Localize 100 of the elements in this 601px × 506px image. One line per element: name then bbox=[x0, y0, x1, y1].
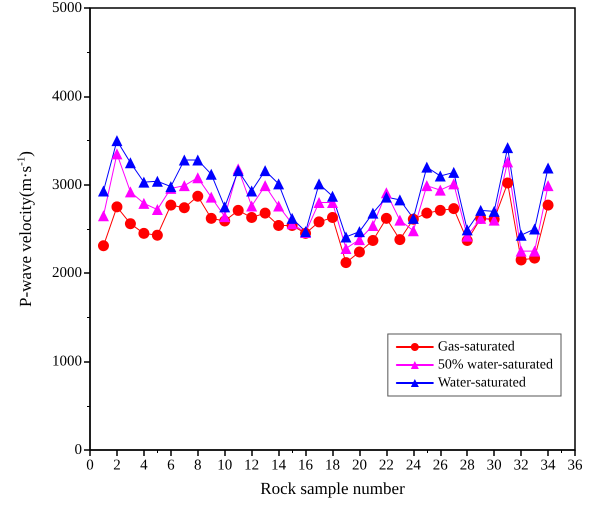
point bbox=[421, 180, 432, 192]
point bbox=[314, 216, 325, 228]
x-tick-label: 24 bbox=[406, 458, 422, 474]
point bbox=[124, 157, 136, 168]
point bbox=[260, 165, 271, 176]
point bbox=[516, 246, 527, 257]
point bbox=[152, 176, 163, 187]
point bbox=[138, 228, 150, 239]
point bbox=[434, 184, 446, 196]
point bbox=[206, 212, 217, 224]
x-tick-label: 18 bbox=[325, 458, 340, 474]
point bbox=[408, 225, 419, 236]
y-tick-label: 4000 bbox=[52, 88, 82, 104]
point bbox=[152, 204, 163, 216]
point bbox=[98, 210, 109, 222]
point bbox=[111, 148, 122, 160]
y-tick-label: 3000 bbox=[52, 176, 82, 193]
point bbox=[165, 200, 176, 211]
point bbox=[232, 204, 244, 216]
point bbox=[178, 180, 190, 192]
point bbox=[178, 154, 190, 166]
x-tick-label: 10 bbox=[217, 458, 232, 474]
legend-label: Gas-saturated bbox=[438, 340, 515, 354]
point bbox=[542, 200, 554, 211]
x-tick-label: 36 bbox=[568, 458, 583, 474]
point bbox=[111, 135, 122, 146]
x-tick-label: 28 bbox=[460, 458, 475, 474]
point bbox=[421, 162, 432, 173]
point bbox=[138, 176, 150, 188]
y-tick-label: 2000 bbox=[52, 265, 82, 282]
point bbox=[529, 246, 540, 257]
point bbox=[367, 208, 378, 219]
x-tick-label: 4 bbox=[140, 458, 148, 474]
point bbox=[260, 208, 271, 219]
y-tick-label: 5000 bbox=[52, 0, 82, 16]
point bbox=[462, 224, 473, 236]
point bbox=[502, 178, 514, 189]
point bbox=[502, 142, 514, 154]
x-tick-label: 20 bbox=[352, 458, 367, 474]
point bbox=[327, 190, 338, 202]
point bbox=[206, 168, 217, 180]
point bbox=[380, 192, 392, 203]
point bbox=[340, 231, 352, 242]
point bbox=[340, 257, 352, 268]
x-tick-label: 26 bbox=[432, 458, 448, 474]
x-tick-label: 12 bbox=[244, 458, 260, 474]
point bbox=[488, 206, 500, 217]
point bbox=[138, 198, 150, 209]
point bbox=[394, 214, 406, 226]
point bbox=[246, 212, 258, 224]
x-tick-label: 8 bbox=[194, 458, 202, 474]
point bbox=[98, 240, 109, 252]
point bbox=[192, 154, 204, 166]
x-tick-label: 34 bbox=[540, 458, 556, 474]
point bbox=[340, 242, 352, 254]
x-tick-label: 0 bbox=[86, 458, 94, 474]
point bbox=[286, 212, 298, 224]
point bbox=[192, 190, 204, 202]
x-tick-label: 32 bbox=[514, 458, 529, 474]
x-axis-title: Rock sample number bbox=[260, 479, 406, 498]
point bbox=[314, 196, 325, 208]
point bbox=[219, 211, 230, 222]
point bbox=[98, 185, 109, 196]
point bbox=[394, 234, 406, 246]
point bbox=[124, 218, 136, 230]
point bbox=[516, 230, 527, 241]
point bbox=[367, 220, 378, 231]
y-tick-label: 0 bbox=[74, 442, 82, 458]
point bbox=[178, 202, 190, 214]
x-tick-label: 30 bbox=[486, 458, 502, 474]
point bbox=[124, 186, 136, 198]
point bbox=[260, 180, 271, 192]
point bbox=[219, 201, 230, 212]
point bbox=[448, 178, 460, 190]
point bbox=[529, 224, 540, 234]
point bbox=[475, 204, 486, 216]
x-tick-label: 16 bbox=[298, 458, 314, 474]
point bbox=[380, 212, 392, 224]
point bbox=[314, 178, 325, 190]
point bbox=[394, 194, 406, 206]
point bbox=[273, 178, 284, 190]
point bbox=[246, 185, 258, 196]
y-tick-label: 1000 bbox=[52, 354, 82, 370]
x-tick-label: 2 bbox=[113, 458, 121, 474]
point bbox=[111, 201, 122, 212]
point bbox=[434, 204, 446, 216]
legend-label: Water-saturated bbox=[438, 376, 526, 390]
point bbox=[354, 226, 365, 238]
point bbox=[367, 234, 378, 246]
x-tick-label: 14 bbox=[271, 458, 287, 474]
y-axis-title: P-wave velocity(m·s-1) bbox=[16, 151, 35, 307]
point bbox=[434, 170, 446, 182]
point bbox=[421, 208, 432, 219]
point bbox=[542, 162, 554, 174]
point bbox=[502, 156, 514, 168]
point bbox=[273, 220, 284, 231]
point bbox=[327, 212, 338, 224]
point bbox=[192, 172, 204, 184]
point bbox=[354, 246, 365, 258]
point bbox=[542, 180, 554, 192]
